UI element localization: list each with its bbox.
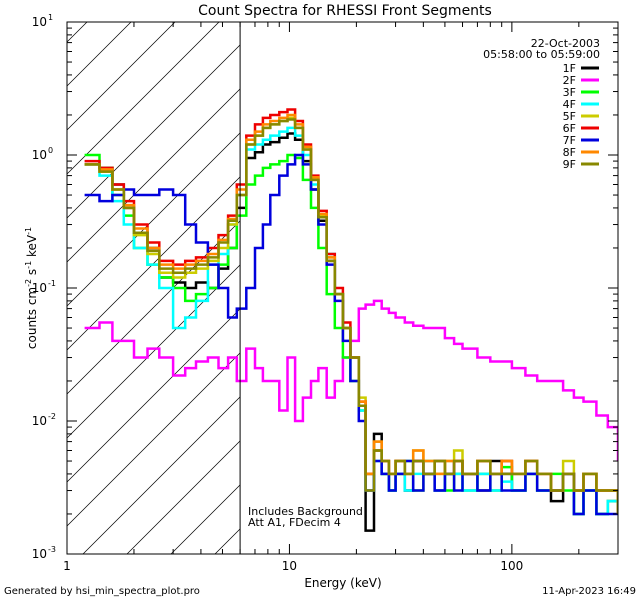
legend-label-7F: 7F: [563, 134, 576, 147]
legend-label-4F: 4F: [563, 98, 576, 111]
y-tick-exponent: -3: [48, 545, 56, 554]
series-line-5F: [84, 116, 618, 502]
series-line-6F: [84, 108, 618, 514]
legend-label-2F: 2F: [563, 74, 576, 87]
hatch-line: [67, 22, 220, 175]
hatch-line: [67, 352, 241, 527]
legend-label-8F: 8F: [563, 146, 576, 159]
legend-time-range: 05:58:00 to 05:59:00: [483, 48, 600, 61]
footer-timestamp: 11-Apr-2023 16:49: [542, 586, 636, 597]
hatch-line: [259, 0, 640, 554]
x-tick-label: 10: [282, 559, 297, 573]
y-label-part: counts cm: [25, 287, 39, 349]
hatch-line: [303, 0, 640, 554]
hatch-line: [67, 44, 241, 219]
y-tick-label: 10: [32, 414, 47, 428]
series-line-8F: [84, 113, 618, 514]
hatch-line: [82, 396, 241, 554]
legend-label-1F: 1F: [563, 62, 576, 75]
legend-label-5F: 5F: [563, 110, 576, 123]
legend-label-3F: 3F: [563, 86, 576, 99]
y-label-part: keV: [25, 234, 39, 261]
footer-generated-by: Generated by hsi_min_spectra_plot.pro: [4, 586, 200, 597]
y-axis-label: counts cm-2 s-1 keV-1: [24, 227, 39, 349]
series-line-9F: [84, 118, 618, 514]
background-hatch-region: [0, 0, 640, 554]
y-tick-label: 10: [32, 547, 47, 561]
annotation-attenuator: Att A1, FDecim 4: [248, 516, 341, 529]
y-label-exp: -2: [24, 279, 33, 287]
series-layer: [84, 108, 618, 532]
x-tick-label: 1: [63, 559, 71, 573]
series-line-4F: [84, 126, 618, 516]
y-label-part: s: [25, 269, 39, 279]
y-label-exp: -1: [24, 261, 33, 269]
hatch-line: [67, 176, 241, 351]
y-tick-exponent: 0: [48, 146, 53, 155]
hatch-line: [214, 528, 241, 554]
hatch-line: [126, 440, 241, 554]
hatch-line: [67, 308, 241, 483]
hatch-line: [67, 22, 132, 87]
y-label-exp: -1: [24, 227, 33, 235]
legend-date: 22-Oct-2003: [531, 37, 600, 50]
legend-label-9F: 9F: [563, 158, 576, 171]
hatch-line: [0, 0, 27, 554]
hatch-line: [67, 132, 241, 307]
hatch-line: [347, 0, 640, 554]
y-tick-label: 10: [32, 15, 47, 29]
x-tick-label: 100: [500, 559, 523, 573]
y-tick-label: 10: [32, 148, 47, 162]
y-tick-label: 10: [32, 281, 47, 295]
y-tick-exponent: 1: [48, 13, 53, 22]
hatch-line: [67, 22, 88, 43]
hatch-line: [67, 22, 176, 131]
chart-title: Count Spectra for RHESSI Front Segments: [198, 3, 492, 19]
y-tick-exponent: -1: [48, 279, 56, 288]
legend-label-6F: 6F: [563, 122, 576, 135]
y-tick-exponent: -2: [48, 412, 56, 421]
annotation-background: Includes Background: [248, 505, 363, 518]
x-axis-label: Energy (keV): [304, 576, 381, 590]
hatch-line: [67, 264, 241, 439]
